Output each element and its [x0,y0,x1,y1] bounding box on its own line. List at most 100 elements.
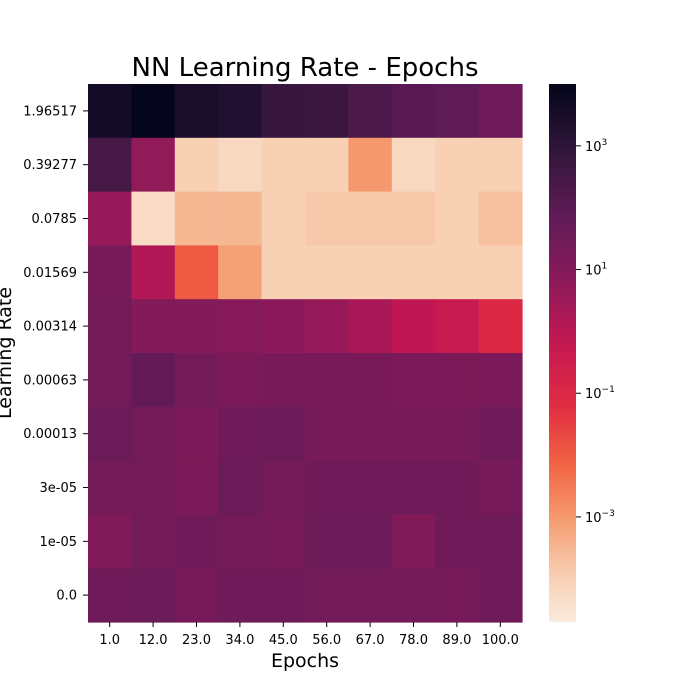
heatmap-cell [218,84,263,139]
x-tick-label: 12.0 [139,633,168,648]
heatmap-cell [88,191,132,246]
heatmap-cell [391,406,436,462]
heatmap-cell [261,406,306,462]
heatmap-cell [131,460,176,515]
heatmap-cell [478,460,523,515]
heatmap-cell [478,84,523,139]
colorbar-tick-label: 103 [585,138,607,155]
heatmap-cell [88,84,132,139]
chart-title: NN Learning Rate - Epochs [132,53,479,83]
heatmap-cell [348,84,393,139]
x-axis-label: Epochs [271,650,339,672]
heatmap-cell [305,299,349,354]
y-axis-ticks: 1.96517 0.39277 0.0785 0.01569 0.00314 0.0006… [23,104,88,604]
heatmap-cell [305,353,349,408]
heatmap-cell [435,84,480,139]
heatmap-cell [478,191,523,246]
heatmap-cell [391,460,436,515]
x-tick-label: 1.0 [99,633,120,648]
y-tick-label: 0.00013 [23,427,77,442]
heatmap-cell [348,245,393,300]
y-tick-label: 1e-05 [39,535,77,550]
heatmap-cell [391,137,436,193]
heatmap-cell [435,514,480,569]
heatmap-cell [218,514,263,569]
heatmap-cell [88,299,132,354]
heatmap-cell [261,84,306,139]
heatmap-cell [435,245,480,300]
heatmap-cell [391,191,436,246]
colorbar-ticks: 10−3 10−1 101 103 [576,138,615,526]
x-tick-label: 78.0 [399,633,428,648]
heatmap-cell [348,353,393,408]
heatmap-cell [174,514,219,569]
heatmap-cell [218,460,263,515]
heatmap-cell [131,514,176,569]
heatmap-cell [131,568,176,623]
heatmap-cell [435,191,480,246]
heatmap-cell [88,568,132,623]
heatmap-cell [174,191,219,246]
y-axis-label: Learning Rate [0,287,16,419]
heatmap-cell [478,514,523,569]
y-tick-label: 0.00063 [23,373,77,388]
heatmap-cell [131,84,176,139]
heatmap-cell [131,191,176,246]
heatmap-cell [305,137,349,193]
x-axis-ticks: 1.0 12.0 23.0 34.0 45.0 56.0 67.0 78.0 89.0 100.0 [99,622,519,648]
heatmap-cell [131,406,176,462]
heatmap-cell [435,137,480,193]
heatmap-cell [348,406,393,462]
heatmap-cell [218,191,263,246]
colorbar [549,84,576,622]
heatmap-cell [435,406,480,462]
heatmap-cell [478,245,523,300]
y-tick-label: 0.0785 [32,212,78,227]
heatmap-cell [435,353,480,408]
x-tick-label: 45.0 [269,633,298,648]
heatmap-cell [88,460,132,515]
heatmap-cell [305,406,349,462]
colorbar-tick-label: 10−1 [585,385,615,402]
y-tick-label: 0.00314 [23,320,77,335]
colorbar-tick-label: 101 [585,262,607,279]
heatmap-cell [88,406,132,462]
heatmap-cell [174,299,219,354]
heatmap-cell [391,245,436,300]
heatmap-cell [261,299,306,354]
x-tick-label: 89.0 [442,633,471,648]
y-tick-label: 3e-05 [39,481,77,496]
x-tick-label: 34.0 [225,633,254,648]
heatmap-cell [305,460,349,515]
heatmap-cell [88,353,132,408]
heatmap-cell [435,460,480,515]
heatmap-cell [391,299,436,354]
heatmap-cell [218,353,263,408]
heatmap-cell [174,353,219,408]
heatmap-cell [174,84,219,139]
heatmap-cell [131,353,176,408]
x-tick-label: 56.0 [312,633,341,648]
heatmap-cell [131,245,176,300]
heatmap-cell [478,353,523,408]
heatmap-cell [131,299,176,354]
heatmap-cell [435,568,480,623]
heatmap-cell [218,137,263,193]
heatmap-cell [218,299,263,354]
heatmap-cell [391,353,436,408]
heatmap-cell [88,245,132,300]
heatmap-cell [261,191,306,246]
heatmap-cell [478,299,523,354]
heatmap-cell [348,191,393,246]
heatmap-cell [305,84,349,139]
heatmap-cell [261,137,306,193]
heatmap-cell [391,568,436,623]
heatmap-cell [391,84,436,139]
heatmap-cell [435,299,480,354]
heatmap-cell [174,245,219,300]
heatmap-cell [174,460,219,515]
y-tick-label: 0.01569 [23,266,77,281]
heatmap-cell [88,514,132,569]
heatmap-cell [261,568,306,623]
